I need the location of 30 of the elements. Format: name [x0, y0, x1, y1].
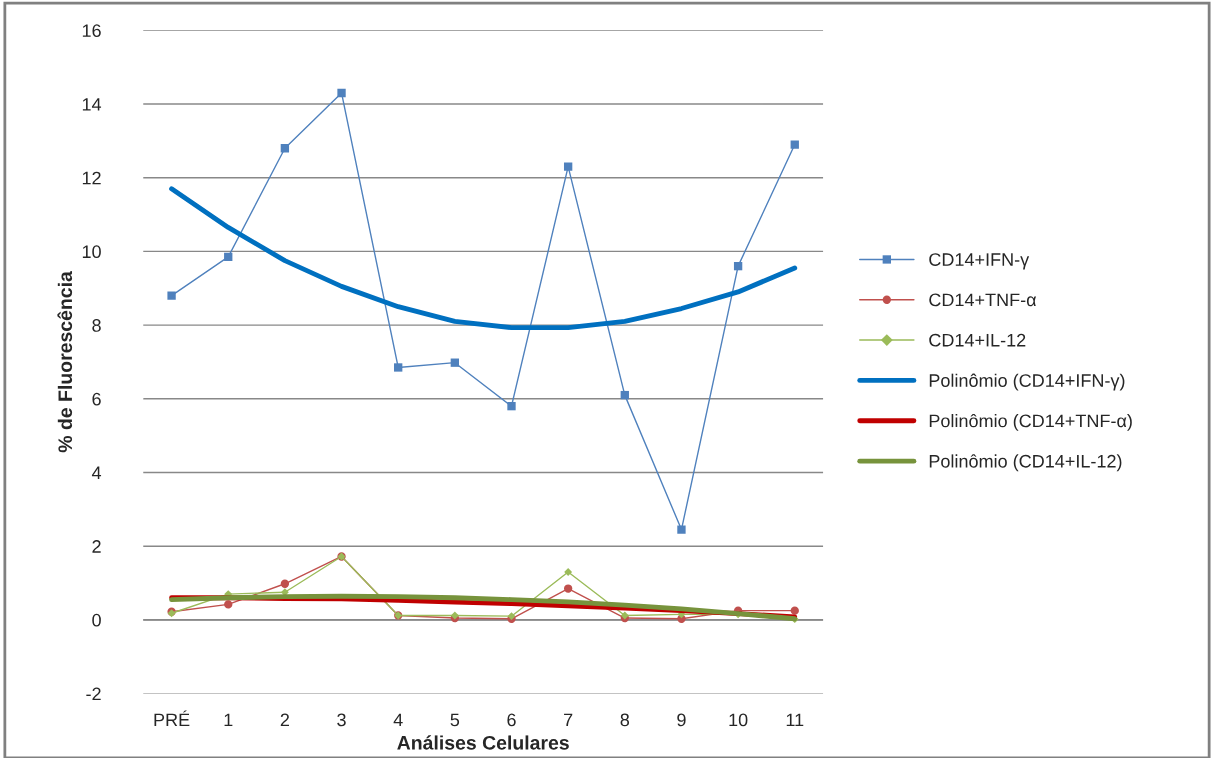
legend-label: Polinômio (CD14+TNF-α): [929, 413, 1132, 431]
y-tick-label: 8: [92, 319, 101, 332]
y-tick-label: 4: [91, 466, 102, 480]
y-tick-label: 12: [82, 171, 101, 185]
x-tick-label: PRÉ: [154, 710, 190, 727]
legend-label: Polinômio (CD14+IFN-γ): [929, 373, 1125, 391]
legend-label: CD14+IL-12: [929, 333, 1026, 347]
y-tick-label: 16: [82, 24, 101, 38]
y-tick-label: -2: [86, 687, 101, 701]
x-tick-label: 9: [677, 713, 686, 727]
x-tick-label: 1: [224, 713, 233, 727]
legend-label: CD14+TNF-α: [929, 293, 1037, 307]
x-tick-label: 3: [337, 713, 346, 727]
x-tick-label: 5: [450, 713, 460, 727]
x-tick-label: 4: [393, 713, 403, 727]
legend-label: Polinômio (CD14+IL-12): [929, 454, 1122, 472]
x-tick-label: 6: [507, 713, 516, 727]
y-tick-label: 0: [92, 613, 101, 627]
y-tick-label: 2: [92, 540, 101, 553]
y-tick-label: 6: [92, 392, 101, 406]
y-tick-label: 10: [82, 245, 101, 259]
x-axis-title: Análises Celulares: [397, 735, 569, 750]
y-axis-title: % de Fluorescência: [57, 271, 73, 453]
x-tick-label: 10: [729, 713, 748, 727]
y-tick-label: 14: [82, 98, 102, 111]
x-tick-label: 7: [564, 713, 573, 727]
x-tick-label: 8: [620, 713, 630, 727]
x-tick-label: 11: [786, 713, 804, 727]
x-tick-label: 2: [280, 713, 289, 727]
legend-label: CD14+IFN-γ: [929, 253, 1030, 270]
